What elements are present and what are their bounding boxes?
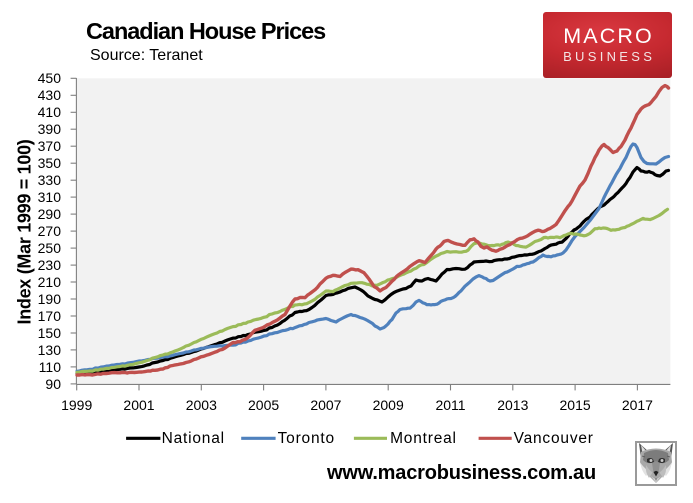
svg-text:2013: 2013 <box>497 397 528 413</box>
svg-text:Toronto: Toronto <box>278 430 335 447</box>
svg-text:290: 290 <box>38 206 62 222</box>
svg-text:230: 230 <box>38 257 62 273</box>
svg-text:150: 150 <box>38 325 62 341</box>
svg-text:310: 310 <box>38 189 62 205</box>
svg-text:210: 210 <box>38 274 62 290</box>
svg-text:350: 350 <box>38 155 62 171</box>
svg-text:2015: 2015 <box>560 397 591 413</box>
svg-text:2003: 2003 <box>186 397 217 413</box>
svg-text:2001: 2001 <box>123 397 154 413</box>
svg-text:Montreal: Montreal <box>390 430 457 447</box>
svg-text:110: 110 <box>39 359 62 375</box>
svg-text:430: 430 <box>38 87 62 103</box>
svg-text:2007: 2007 <box>310 397 341 413</box>
svg-text:2011: 2011 <box>435 397 465 413</box>
svg-text:450: 450 <box>38 70 62 86</box>
svg-text:National: National <box>162 430 225 447</box>
svg-text:Vancouver: Vancouver <box>514 430 594 447</box>
svg-text:370: 370 <box>38 138 62 154</box>
svg-text:270: 270 <box>38 223 62 239</box>
svg-text:170: 170 <box>38 308 62 324</box>
svg-text:2009: 2009 <box>373 397 404 413</box>
svg-text:390: 390 <box>38 121 62 137</box>
svg-text:330: 330 <box>38 172 62 188</box>
svg-text:1999: 1999 <box>61 397 92 413</box>
svg-text:90: 90 <box>45 376 61 392</box>
svg-text:130: 130 <box>38 342 62 358</box>
svg-text:Index (Mar 1999 = 100): Index (Mar 1999 = 100) <box>15 139 35 324</box>
svg-text:250: 250 <box>38 240 62 256</box>
svg-text:2005: 2005 <box>248 397 279 413</box>
svg-text:2017: 2017 <box>622 397 653 413</box>
svg-text:410: 410 <box>38 104 62 120</box>
svg-text:190: 190 <box>38 291 62 307</box>
